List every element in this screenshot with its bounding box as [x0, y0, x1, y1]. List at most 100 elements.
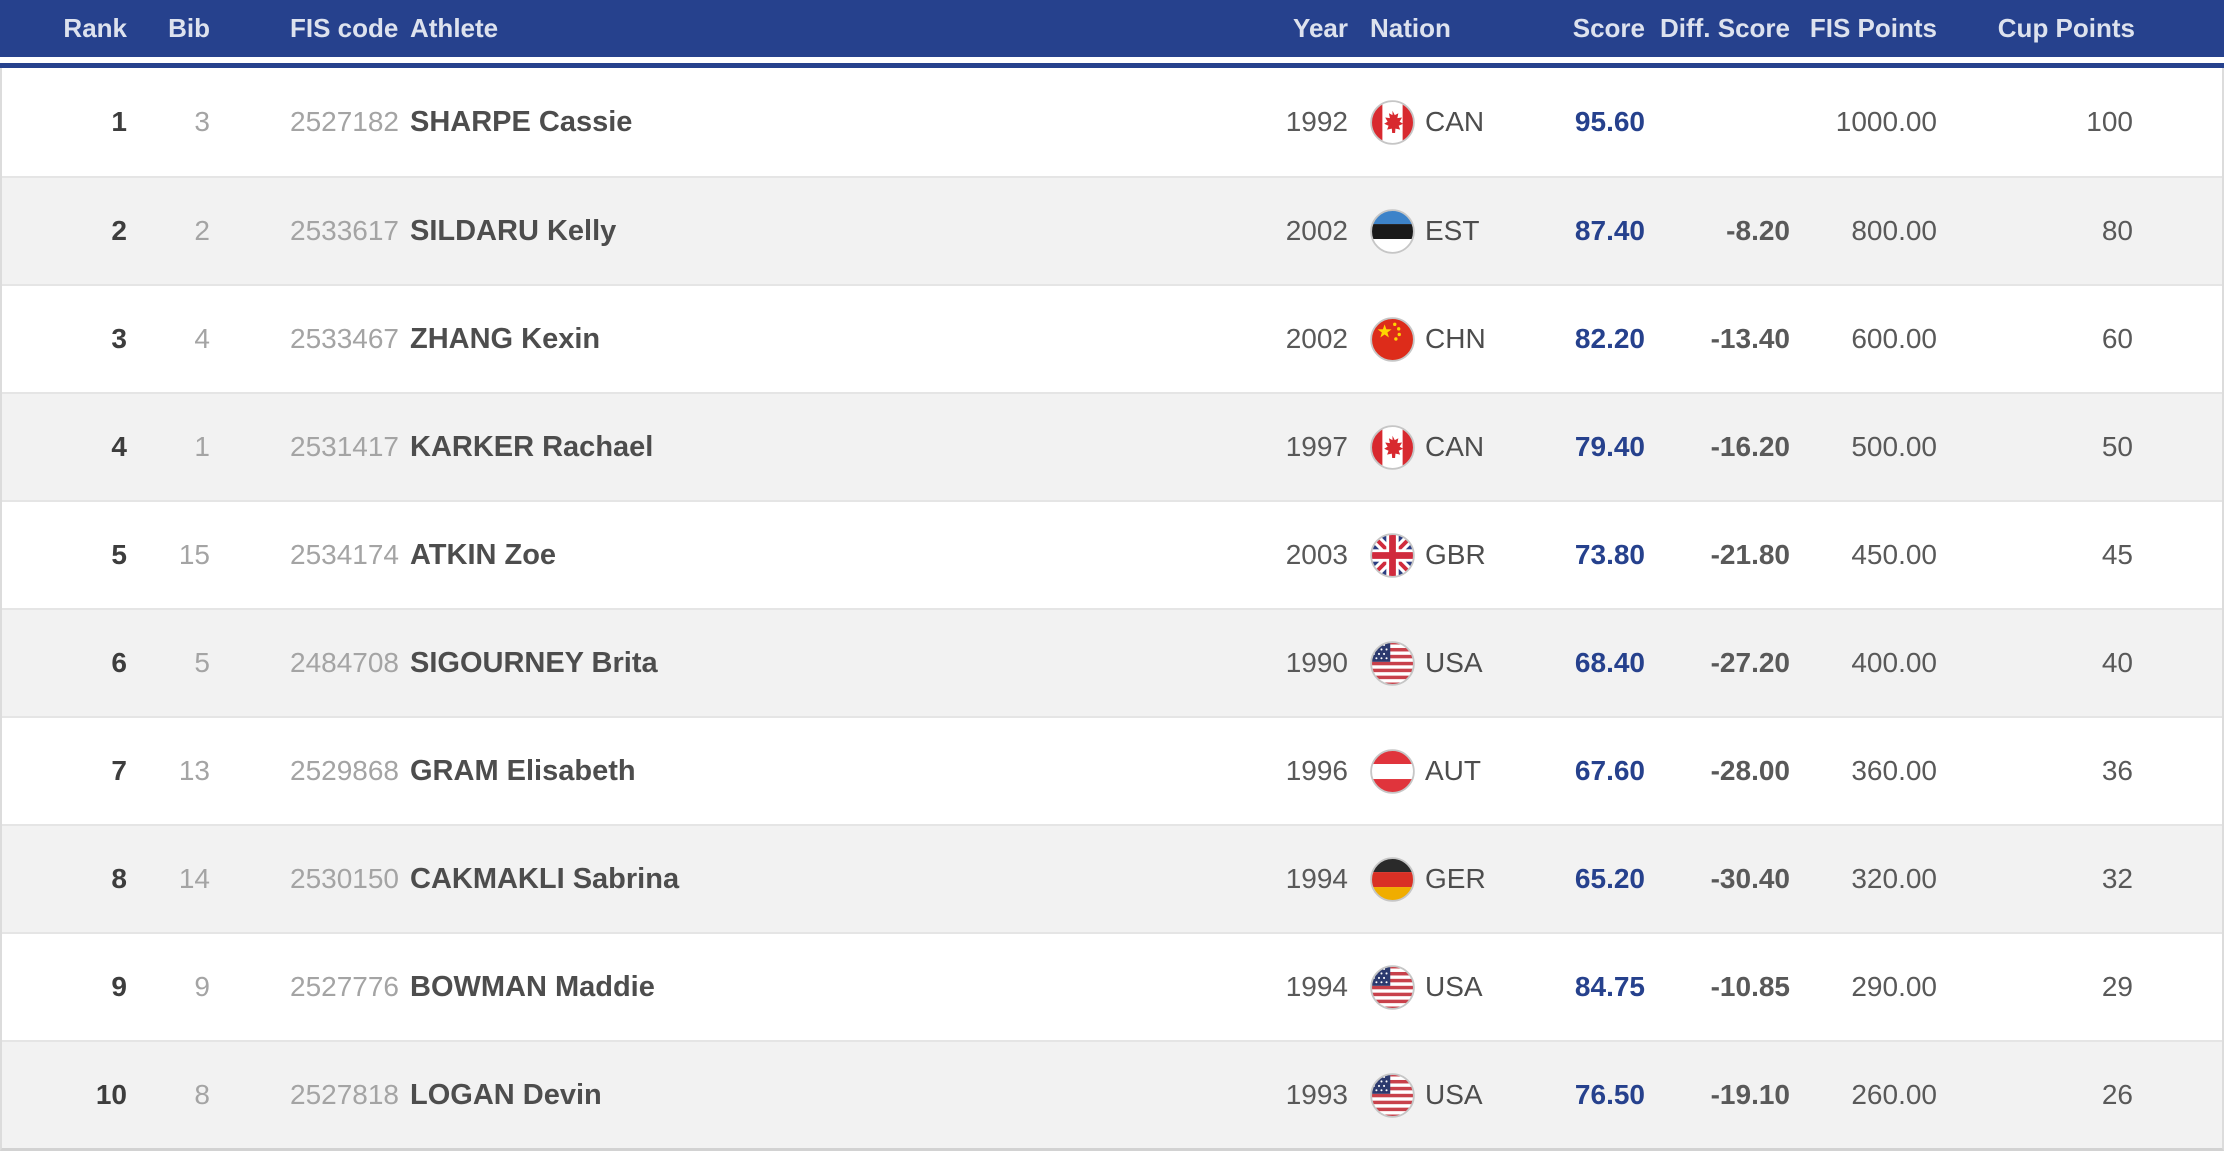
year-value: 1990 — [1285, 647, 1348, 678]
nation-code: CAN — [1425, 431, 1485, 462]
athlete-name-link[interactable]: SIGOURNEY Brita — [410, 646, 658, 679]
fis-code-value: 2527818 — [290, 1079, 400, 1110]
score-value: 65.20 — [1574, 863, 1645, 894]
athlete-name-link[interactable]: SILDARU Kelly — [410, 214, 617, 247]
rank-value: 2 — [111, 215, 127, 246]
diff-score-value: -21.80 — [1710, 539, 1790, 570]
athlete-name-link[interactable]: KARKER Rachael — [410, 430, 654, 463]
diff-score-value: -27.20 — [1710, 647, 1790, 678]
rank-value: 9 — [111, 971, 127, 1002]
fis-code-value: 2534174 — [290, 539, 400, 570]
table-row: 3 4 2533467 ZHANG Kexin 2002 CHN 82.20 -13.40 60… — [2, 284, 2222, 392]
fis-code-value: 2527776 — [290, 971, 400, 1002]
athlete-name-link[interactable]: CAKMAKLI Sabrina — [410, 862, 680, 895]
diff-score-value: -8.20 — [1726, 215, 1790, 246]
table-row: 4 1 2531417 KARKER Rachael 1997 CAN 79.40 -16.2… — [2, 392, 2222, 500]
fis-code-value: 2533617 — [290, 215, 400, 246]
fis-code-value: 2529868 — [290, 755, 400, 786]
column-header-diff-score: Diff. Score — [1659, 13, 1790, 43]
nation-cell: CAN — [1350, 424, 1562, 470]
athlete-cell: SIGOURNEY Brita — [405, 647, 1190, 680]
bib-value: 3 — [194, 106, 210, 137]
nation-cell: CHN — [1350, 316, 1562, 362]
nation-cell: USA — [1350, 1072, 1562, 1118]
cup-points-value: 32 — [2101, 863, 2133, 894]
athlete-name-link[interactable]: ATKIN Zoe — [410, 538, 557, 571]
bib-value: 1 — [194, 431, 210, 462]
table-row: 10 8 2527818 LOGAN Devin 1993 USA 76.50 -19.10 2… — [2, 1040, 2222, 1148]
flag-usa-icon — [1370, 1072, 1415, 1118]
cup-points-value: 45 — [2101, 539, 2133, 570]
athlete-name-link[interactable]: LOGAN Devin — [410, 1078, 602, 1111]
score-value: 87.40 — [1574, 215, 1645, 246]
nation-code: AUT — [1425, 755, 1481, 786]
fis-code-value: 2533467 — [290, 323, 400, 354]
nation-code: EST — [1425, 215, 1480, 246]
score-value: 67.60 — [1574, 755, 1645, 786]
fis-points-value: 260.00 — [1851, 1079, 1937, 1110]
bib-value: 8 — [194, 1079, 210, 1110]
athlete-cell: KARKER Rachael — [405, 431, 1190, 464]
table-row: 8 14 2530150 CAKMAKLI Sabrina 1994 GER 65.20 -3… — [2, 824, 2222, 932]
cup-points-value: 29 — [2101, 971, 2133, 1002]
score-value: 79.40 — [1574, 431, 1645, 462]
cup-points-value: 26 — [2101, 1079, 2133, 1110]
nation-cell: GBR — [1350, 532, 1562, 578]
rank-value: 7 — [111, 755, 127, 786]
athlete-cell: SILDARU Kelly — [405, 215, 1190, 248]
nation-code: GER — [1425, 863, 1486, 894]
flag-gbr-icon — [1370, 532, 1415, 578]
athlete-name-link[interactable]: GRAM Elisabeth — [410, 754, 636, 787]
athlete-name-link[interactable]: SHARPE Cassie — [410, 105, 633, 138]
nation-code: CAN — [1425, 106, 1485, 137]
nation-cell: GER — [1350, 856, 1562, 902]
fis-points-value: 800.00 — [1851, 215, 1937, 246]
fis-points-value: 360.00 — [1851, 755, 1937, 786]
diff-score-value: -16.20 — [1710, 431, 1790, 462]
athlete-cell: LOGAN Devin — [405, 1079, 1190, 1112]
table-row: 6 5 2484708 SIGOURNEY Brita 1990 USA 68.40 -27.… — [2, 608, 2222, 716]
flag-can-icon — [1370, 99, 1415, 145]
flag-can-icon — [1370, 424, 1415, 470]
column-header-athlete: Athlete — [410, 13, 499, 43]
column-header-nation: Nation — [1370, 13, 1451, 43]
bib-value: 2 — [194, 215, 210, 246]
diff-score-value: -10.85 — [1710, 971, 1790, 1002]
year-value: 1994 — [1285, 863, 1348, 894]
flag-usa-icon — [1370, 964, 1415, 1010]
fis-code-value: 2527182 — [290, 106, 400, 137]
bib-value: 9 — [194, 971, 210, 1002]
athlete-cell: ZHANG Kexin — [405, 323, 1190, 356]
table-header-row: Rank Bib FIS code Athlete Year Nation Sc… — [0, 0, 2224, 57]
athlete-cell: BOWMAN Maddie — [405, 971, 1190, 1004]
athlete-cell: SHARPE Cassie — [405, 106, 1190, 139]
fis-points-value: 320.00 — [1851, 863, 1937, 894]
year-value: 1994 — [1285, 971, 1348, 1002]
nation-code: USA — [1425, 1079, 1483, 1110]
year-value: 2002 — [1285, 323, 1348, 354]
athlete-name-link[interactable]: ZHANG Kexin — [410, 322, 601, 355]
fis-points-value: 500.00 — [1851, 431, 1937, 462]
header-separator-blue — [0, 63, 2224, 68]
column-header-score: Score — [1572, 13, 1645, 43]
year-value: 1992 — [1285, 106, 1348, 137]
diff-score-value: -30.40 — [1710, 863, 1790, 894]
athlete-name-link[interactable]: BOWMAN Maddie — [410, 970, 655, 1003]
fis-code-value: 2530150 — [290, 863, 400, 894]
cup-points-value: 40 — [2101, 647, 2133, 678]
nation-cell: AUT — [1350, 748, 1562, 794]
column-header-rank: Rank — [63, 13, 127, 43]
rank-value: 10 — [95, 1079, 127, 1110]
nation-cell: USA — [1350, 964, 1562, 1010]
column-header-fis-points: FIS Points — [1809, 13, 1937, 43]
fis-points-value: 600.00 — [1851, 323, 1937, 354]
score-value: 95.60 — [1574, 106, 1645, 137]
table-body: 1 3 2527182 SHARPE Cassie 1992 CAN 95.60 1000.0… — [0, 68, 2224, 1151]
diff-score-value: -19.10 — [1710, 1079, 1790, 1110]
diff-score-value: -13.40 — [1710, 323, 1790, 354]
rank-value: 6 — [111, 647, 127, 678]
bib-value: 13 — [178, 755, 210, 786]
score-value: 73.80 — [1574, 539, 1645, 570]
nation-code: GBR — [1425, 539, 1486, 570]
bib-value: 5 — [194, 647, 210, 678]
